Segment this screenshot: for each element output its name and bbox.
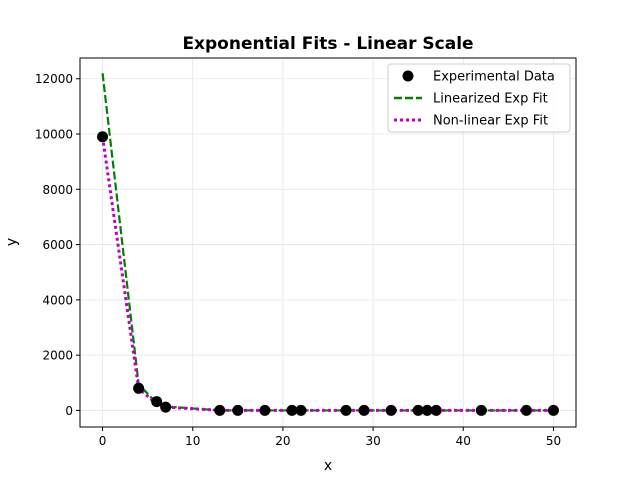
data-point xyxy=(547,404,559,416)
plot-series xyxy=(97,73,559,416)
data-point xyxy=(97,131,109,143)
x-tick-label: 30 xyxy=(365,434,380,448)
plot-frame xyxy=(79,57,577,428)
data-point xyxy=(340,404,352,416)
data-point xyxy=(430,404,442,416)
data-point xyxy=(133,382,145,394)
data-point xyxy=(160,401,172,413)
y-axis-label: y xyxy=(4,238,20,246)
data-point xyxy=(151,396,163,408)
x-axis-label: x xyxy=(324,458,332,474)
legend-marker-experimental-data xyxy=(402,70,414,82)
y-tick-label: 6000 xyxy=(42,238,73,252)
data-point xyxy=(232,404,244,416)
data-point xyxy=(286,404,298,416)
legend-label-non-linear-exp-fit: Non-linear Exp Fit xyxy=(433,114,548,129)
y-tick-label: 12000 xyxy=(35,72,73,86)
x-tick-label: 0 xyxy=(99,434,107,448)
data-point xyxy=(421,404,433,416)
data-point xyxy=(412,404,424,416)
data-point xyxy=(385,404,397,416)
y-tick-label: 10000 xyxy=(35,128,73,142)
y-tick-label: 2000 xyxy=(42,349,73,363)
data-point xyxy=(295,404,307,416)
data-point xyxy=(358,404,370,416)
data-point xyxy=(520,404,532,416)
x-tick-label: 40 xyxy=(456,434,471,448)
y-tick-label: 4000 xyxy=(42,293,73,307)
data-point xyxy=(475,404,487,416)
series-line-non-linear-exp-fit xyxy=(101,136,554,412)
legend-box xyxy=(387,63,571,133)
data-point xyxy=(214,404,226,416)
y-tick-label: 8000 xyxy=(42,183,73,197)
x-tick-label: 20 xyxy=(275,434,290,448)
y-tick-label: 0 xyxy=(65,404,73,418)
legend-label-experimental-data: Experimental Data xyxy=(433,70,555,85)
x-tick-label: 10 xyxy=(185,434,200,448)
axis-ticks: 0 10 20 30 40 50 0 2000 4000 6000 8000 10000 12000 xyxy=(35,72,561,448)
x-tick-label: 50 xyxy=(546,434,561,448)
legend-label-linearized-exp-fit: Linearized Exp Fit xyxy=(433,92,548,107)
legend: Experimental Data Linearized Exp Fit Non… xyxy=(387,63,571,133)
data-point xyxy=(259,404,271,416)
chart-title: Exponential Fits - Linear Scale xyxy=(182,34,473,54)
